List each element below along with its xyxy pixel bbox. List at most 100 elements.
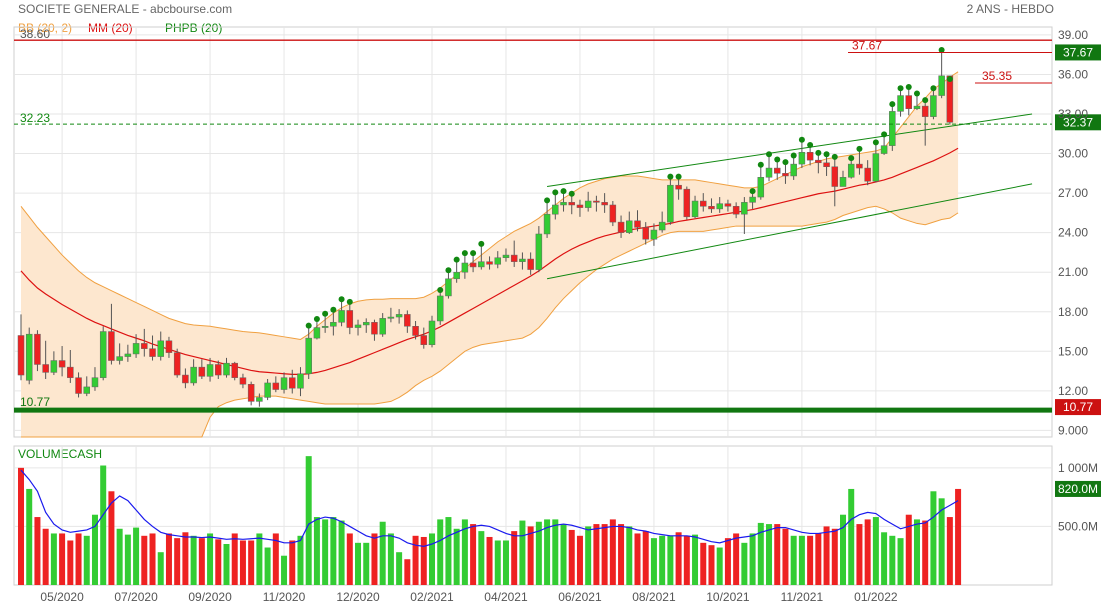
volume-bar [905,514,912,585]
candle-body [806,151,814,161]
volume-bar [141,535,148,585]
candle-body [815,159,822,164]
volume-bar [650,538,657,585]
candle-body [905,95,913,109]
price-tick-label: 21.00 [1058,265,1088,279]
candle-body [428,320,436,345]
volume-bar [207,533,214,585]
phpb-marker [905,83,912,90]
price-tag-label: 37.67 [1063,45,1093,59]
phpb-marker [552,189,559,196]
candle-body [239,377,247,385]
date-tick-label: 12/2020 [336,590,380,604]
legend-ma: MM (20) [88,21,133,35]
phpb-marker [823,151,830,158]
candle-body [223,362,230,376]
candle-body [568,202,575,206]
candle-body [691,200,699,218]
candle-body [683,188,691,218]
price-tick-label: 24.00 [1058,226,1088,240]
volume-bar [133,527,140,585]
phpb-marker [453,256,460,263]
candle-body [404,314,411,327]
candle-body [231,362,238,378]
volume-bar [50,533,57,585]
price-tick-label: 12.00 [1058,384,1088,398]
candle-body [494,257,502,265]
phpb-marker [478,240,485,247]
candle-body [190,366,197,384]
volume-bar [946,517,953,585]
candle-body [609,204,617,223]
volume-bar [67,540,74,585]
price-tag-label: 32.37 [1063,115,1093,129]
phpb-marker [445,267,452,274]
volume-bar [560,524,567,585]
volume-bar [429,533,435,585]
volume-bar [149,533,156,585]
phpb-marker [544,197,551,204]
phpb-marker [889,101,896,108]
legend-phpb: PHPB (20) [165,21,223,35]
candle-body [658,221,666,231]
candle-body [58,360,66,368]
candle-body [173,352,181,376]
phpb-marker [831,153,838,160]
price-tick-label: 30.00 [1058,147,1088,161]
candle-body [321,326,329,328]
volume-bar [494,540,501,585]
candle-body [165,340,173,353]
date-tick-label: 05/2020 [40,590,84,604]
price-tick-label: 9.000 [1058,423,1088,437]
candle-body [272,382,280,390]
candle-body [247,384,255,402]
volume-bar [527,526,534,585]
price-tick-label: 18.00 [1058,305,1088,319]
volume-bar [675,532,682,585]
volume-bar [190,535,197,585]
volume-bar [248,540,255,585]
volume-bar [609,519,616,585]
candle-body [634,220,641,228]
candle-body [198,366,206,377]
price-tick-label: 15.00 [1058,344,1088,358]
volume-bar [182,532,189,585]
phpb-marker [461,250,468,257]
candle-body [461,262,469,273]
trend-lines [546,113,1033,280]
volume-bar [437,519,444,585]
candle-body [141,343,148,349]
volume-bar [700,542,707,585]
volume-bar [856,524,863,585]
chart-title: SOCIETE GENERALE - abcbourse.com [18,2,233,16]
candle-body [34,333,41,365]
candle-body [354,324,362,328]
candle-body [99,331,107,378]
volume-bar [708,545,715,585]
volume-bar [396,552,403,585]
volume-bar [601,524,608,585]
candle-body [25,333,33,381]
volume-bar [412,535,419,585]
volume-bar [683,535,690,585]
candle-body [387,316,395,319]
volume-bar [790,535,797,585]
volume-bar [922,520,929,585]
volume-bar [897,538,904,585]
volume-bar [346,533,353,585]
volume-bar [642,531,649,585]
volume-bar [716,547,723,585]
volume-bar [692,534,699,585]
volume-tick-label: 500.0M [1058,519,1098,533]
candle-body [527,258,534,270]
volume-bar [289,540,296,585]
candle-body [741,202,748,215]
volume-bar [256,533,263,585]
candle-body [593,200,600,203]
candle-body [864,167,871,182]
candle-body [880,145,888,154]
volume-bar [215,539,222,585]
candle-body [913,105,921,109]
phpb-marker [815,149,822,156]
